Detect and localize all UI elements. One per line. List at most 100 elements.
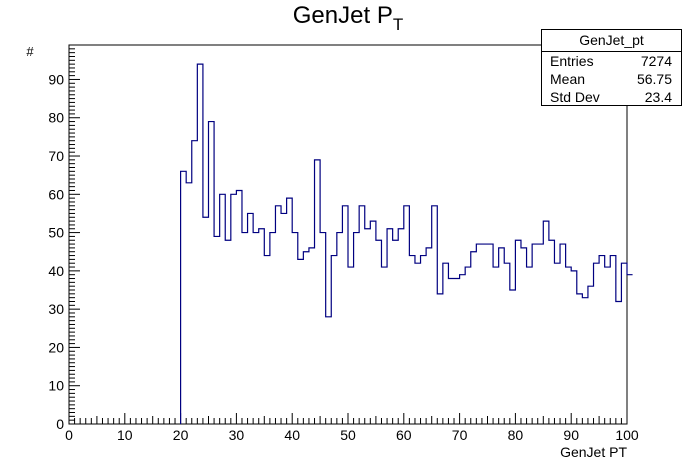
histogram-bin: [331, 256, 337, 424]
histogram-bin: [415, 263, 421, 424]
stats-row-entries: Entries 7274: [542, 52, 681, 70]
histogram-bin: [303, 252, 309, 424]
histogram-bin: [527, 267, 533, 424]
x-tick-label: 80: [508, 427, 524, 443]
histogram-bin: [393, 240, 399, 424]
histogram-bin: [320, 233, 326, 424]
histogram-bin: [209, 122, 215, 424]
x-tick-label: 60: [396, 427, 412, 443]
histogram-bin: [482, 244, 488, 424]
histogram-bin: [560, 244, 566, 424]
histogram-bin: [281, 213, 287, 424]
stats-label: Mean: [550, 71, 586, 87]
histogram-bin: [253, 233, 259, 424]
histogram-bin: [460, 275, 466, 424]
chart-title-main: GenJet P: [292, 2, 393, 29]
histogram-line: [180, 63, 633, 424]
x-tick-label: 30: [229, 427, 245, 443]
stats-label: Std Dev: [550, 89, 600, 105]
histogram-bin: [476, 244, 482, 424]
histogram-bin: [354, 233, 360, 424]
histogram-bin: [610, 256, 616, 424]
histogram-bin: [203, 217, 209, 424]
x-tick-label: 90: [563, 427, 579, 443]
histogram-bin: [588, 286, 594, 424]
y-tick-label: 50: [48, 225, 64, 241]
histogram-bin: [259, 229, 265, 424]
histogram-bin: [365, 229, 371, 424]
x-axis: 0 10 20 30 40 50 60 70 80 90 100: [65, 413, 639, 443]
histogram-bin: [248, 213, 254, 424]
y-tick-label: 20: [48, 339, 64, 355]
histogram-series: [180, 63, 633, 424]
histogram-bin: [627, 275, 633, 424]
x-tick-label: 100: [615, 427, 639, 443]
stats-row-stddev: Std Dev 23.4: [542, 88, 681, 106]
histogram-bin: [566, 267, 572, 424]
histogram-bin: [421, 256, 427, 424]
y-tick-label: 60: [48, 186, 64, 202]
y-axis: 0 10 20 30 40 50 60 70 80 90: [48, 44, 80, 432]
histogram-bin: [236, 190, 242, 424]
histogram-bin: [504, 263, 510, 424]
stats-value: 56.75: [636, 71, 672, 87]
x-axis-label: GenJet PT: [560, 444, 627, 460]
histogram-bin: [387, 229, 393, 424]
histogram-bin: [465, 267, 471, 424]
histogram-bin: [225, 240, 231, 424]
histogram-bin: [543, 221, 549, 424]
histogram-bin: [315, 160, 321, 424]
chart-title: GenJet PT: [0, 2, 696, 34]
histogram-bin: [181, 171, 187, 424]
histogram-bin: [359, 206, 365, 424]
histogram-bin: [582, 298, 588, 424]
histogram-bin: [409, 256, 415, 424]
histogram-bin: [275, 206, 281, 424]
histogram-bin: [571, 271, 577, 424]
y-tick-label: 80: [48, 110, 64, 126]
x-tick-label: 10: [117, 427, 133, 443]
histogram-bin: [532, 244, 538, 424]
stats-value: 23.4: [644, 89, 672, 105]
histogram-bin: [471, 252, 477, 424]
x-tick-label: 50: [340, 427, 356, 443]
y-tick-label: 90: [48, 71, 64, 87]
histogram-bin: [549, 240, 555, 424]
histogram-bin: [404, 206, 410, 424]
histogram-bin: [292, 233, 298, 424]
histogram-bin: [287, 198, 293, 424]
x-tick-label: 20: [173, 427, 189, 443]
histogram-bin: [493, 267, 499, 424]
histogram-bin: [264, 256, 270, 424]
histogram-bin: [448, 279, 454, 424]
histogram-bin: [594, 263, 600, 424]
histogram-bin: [270, 233, 276, 424]
histogram-bin: [337, 233, 343, 424]
histogram-bin: [214, 236, 220, 424]
y-tick-label: 40: [48, 263, 64, 279]
histogram-bin: [488, 244, 494, 424]
y-tick-label: 0: [56, 416, 64, 432]
histogram-bin: [242, 233, 248, 424]
y-tick-label: 30: [48, 301, 64, 317]
histogram-bin: [231, 194, 237, 424]
histogram-bin: [554, 263, 560, 424]
x-tick-label: 40: [284, 427, 300, 443]
histogram-bin: [499, 248, 505, 424]
histogram-bin: [398, 229, 404, 424]
stats-value: 7274: [640, 53, 672, 69]
histogram-bin: [621, 263, 627, 424]
chart-title-subscript: T: [392, 15, 404, 34]
histogram-bin: [616, 301, 622, 424]
stats-label: Entries: [550, 53, 594, 69]
y-tick-label: 70: [48, 148, 64, 164]
histogram-bin: [599, 256, 605, 424]
y-tick-label: 10: [48, 378, 64, 394]
histogram-bin: [197, 64, 203, 424]
stats-row-mean: Mean 56.75: [542, 70, 681, 88]
histogram-bin: [220, 194, 226, 424]
histogram-bin: [326, 317, 332, 424]
histogram-bin: [342, 206, 348, 424]
x-tick-label: 70: [452, 427, 468, 443]
